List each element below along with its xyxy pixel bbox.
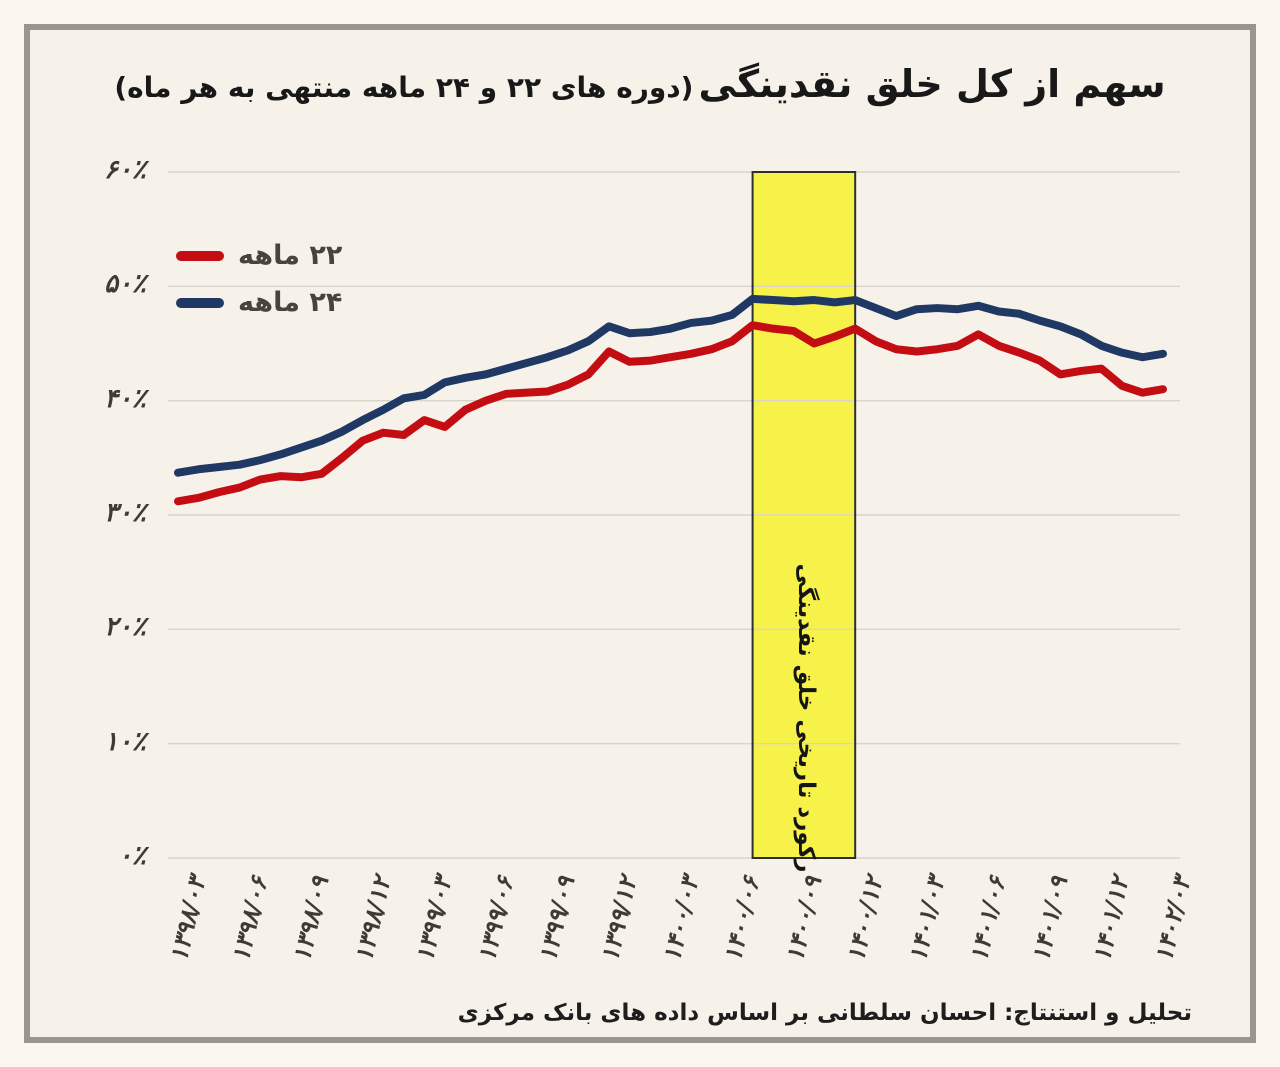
y-tick-label: ۴۰٪	[104, 383, 146, 414]
y-tick-label: ۶۰٪	[104, 155, 146, 185]
legend: ۲۲ ماهه ۲۴ ماهه	[176, 240, 342, 318]
legend-item-22-month: ۲۲ ماهه	[176, 240, 342, 271]
y-tick-label: ۳۰٪	[104, 498, 146, 528]
title-paren: (دوره های ۲۲ و ۲۴ ماهه منتهی به هر ماه)	[114, 71, 694, 104]
legend-swatch-24-month	[176, 297, 224, 308]
attribution-text: تحلیل و استنتاج: احسان سلطانی بر اساس دا…	[457, 1000, 1192, 1026]
y-tick-label: ۵۰٪	[104, 269, 146, 300]
title-main: سهم از کل خلق نقدینگی	[698, 62, 1167, 106]
y-tick-label: ۰٪	[118, 841, 146, 871]
legend-label-22-month: ۲۲ ماهه	[238, 240, 343, 271]
highlight-band-label: رکورد تاریخی خلق نقدینگی	[793, 563, 819, 873]
legend-label-24-month: ۲۴ ماهه	[238, 287, 343, 318]
legend-item-24-month: ۲۴ ماهه	[176, 287, 342, 318]
outer-frame	[24, 24, 1256, 1043]
y-tick-label: ۲۰٪	[104, 612, 146, 643]
legend-swatch-22-month	[176, 250, 224, 261]
page-title: سهم از کل خلق نقدینگی (دوره های ۲۲ و ۲۴ …	[0, 62, 1280, 106]
y-tick-label: ۱۰٪	[104, 726, 146, 757]
